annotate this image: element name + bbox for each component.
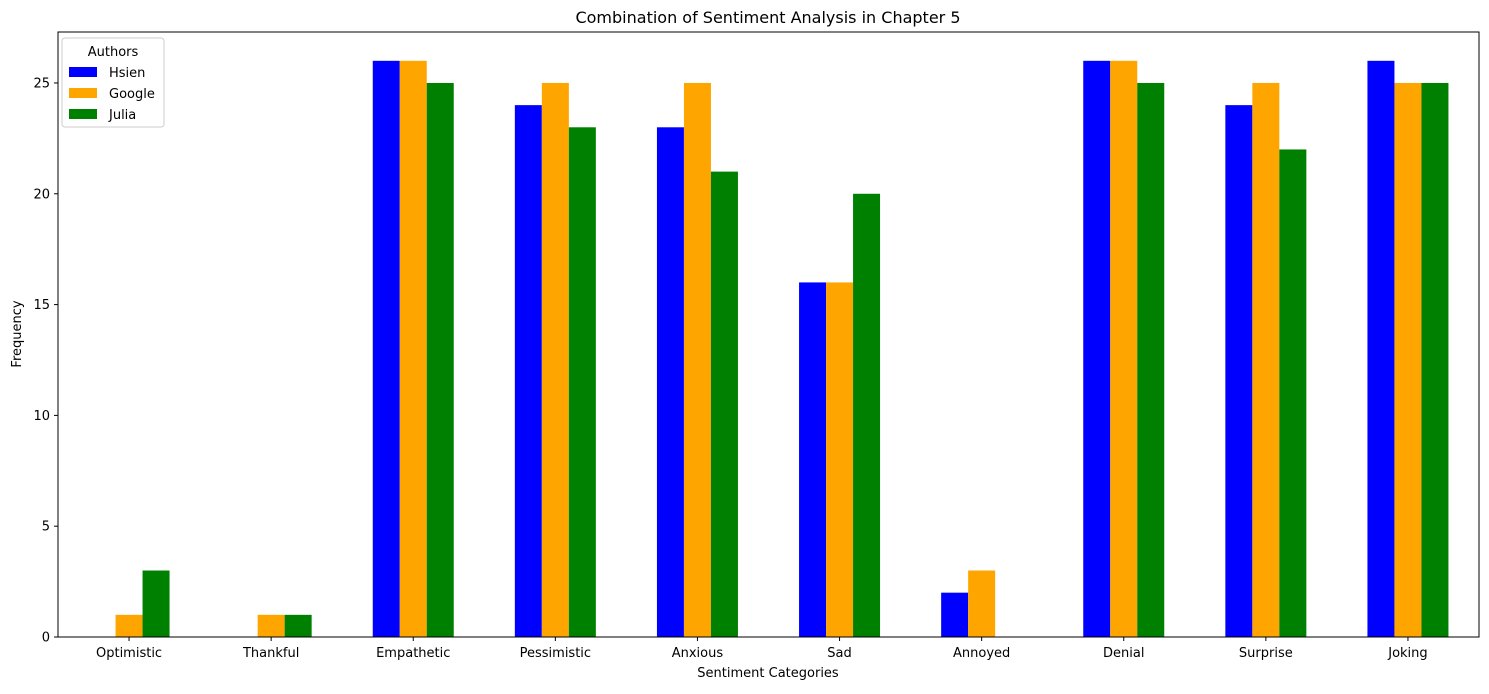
bar-hsien-anxious: [656, 127, 684, 638]
bar-hsien-joking: [1367, 60, 1395, 638]
bar-google-empathetic: [399, 60, 427, 638]
bar-julia-joking: [1421, 82, 1449, 637]
bar-julia-anxious: [710, 171, 738, 637]
y-axis-label: Frequency: [10, 300, 25, 367]
x-tick-label-sad: Sad: [827, 646, 851, 661]
legend-box: [61, 37, 165, 128]
y-tick-label: 20: [33, 187, 50, 202]
bar-julia-denial: [1137, 82, 1165, 637]
legend-label-google: Google: [109, 87, 155, 102]
x-tick-label-denial: Denial: [1103, 646, 1144, 661]
bar-google-sad: [826, 282, 854, 637]
y-tick-label: 25: [33, 76, 50, 91]
legend: Authors Hsien Google Julia: [61, 37, 165, 128]
x-axis-ticks: Optimistic Thankful Empathetic Pessimistic A…: [96, 637, 1428, 661]
legend-swatch-julia: [69, 109, 97, 119]
bar-julia-thankful: [284, 614, 312, 637]
bar-hsien-surprise: [1225, 105, 1253, 638]
bar-hsien-empathetic: [372, 60, 400, 638]
bar-google-pessimistic: [541, 82, 569, 637]
bar-julia-sad: [853, 193, 881, 637]
legend-title: Authors: [88, 45, 139, 60]
plot-area-frame: [57, 31, 1480, 638]
bar-google-annoyed: [968, 570, 996, 637]
bar-julia-optimistic: [142, 570, 170, 637]
x-axis-label: Sentiment Categories: [697, 666, 839, 681]
x-tick-label-annoyed: Annoyed: [953, 646, 1010, 661]
legend-items: Hsien Google Julia: [69, 66, 155, 123]
legend-swatch-hsien: [69, 67, 97, 77]
bar-google-denial: [1110, 60, 1138, 638]
y-tick-label: 10: [33, 409, 50, 424]
x-tick-label-joking: Joking: [1387, 646, 1427, 661]
x-tick-label-thankful: Thankful: [242, 646, 299, 661]
y-tick-label: 0: [42, 631, 50, 646]
bar-hsien-denial: [1083, 60, 1111, 638]
bar-hsien-pessimistic: [514, 105, 542, 638]
x-tick-label-anxious: Anxious: [672, 646, 724, 661]
bar-google-thankful: [257, 614, 285, 637]
bar-hsien-annoyed: [941, 592, 969, 637]
legend-swatch-google: [69, 88, 97, 98]
legend-label-hsien: Hsien: [109, 66, 145, 81]
bar-google-surprise: [1252, 82, 1280, 637]
x-tick-label-pessimistic: Pessimistic: [520, 646, 591, 661]
bars-layer: [115, 60, 1449, 638]
x-tick-label-empathetic: Empathetic: [376, 646, 450, 661]
bar-julia-surprise: [1279, 149, 1307, 637]
bar-google-joking: [1394, 82, 1422, 637]
chart-title: Combination of Sentiment Analysis in Cha…: [575, 8, 960, 27]
bar-julia-empathetic: [426, 82, 454, 637]
bar-google-optimistic: [115, 614, 143, 637]
legend-label-julia: Julia: [108, 108, 136, 123]
x-tick-label-surprise: Surprise: [1239, 646, 1293, 661]
x-tick-label-optimistic: Optimistic: [96, 646, 162, 661]
y-tick-label: 15: [33, 298, 50, 313]
y-tick-label: 5: [42, 520, 50, 535]
y-axis-ticks: 0 5 10 15 20 25: [33, 76, 58, 646]
bar-google-anxious: [683, 82, 711, 637]
bar-hsien-sad: [799, 282, 827, 637]
bar-julia-pessimistic: [568, 127, 596, 638]
